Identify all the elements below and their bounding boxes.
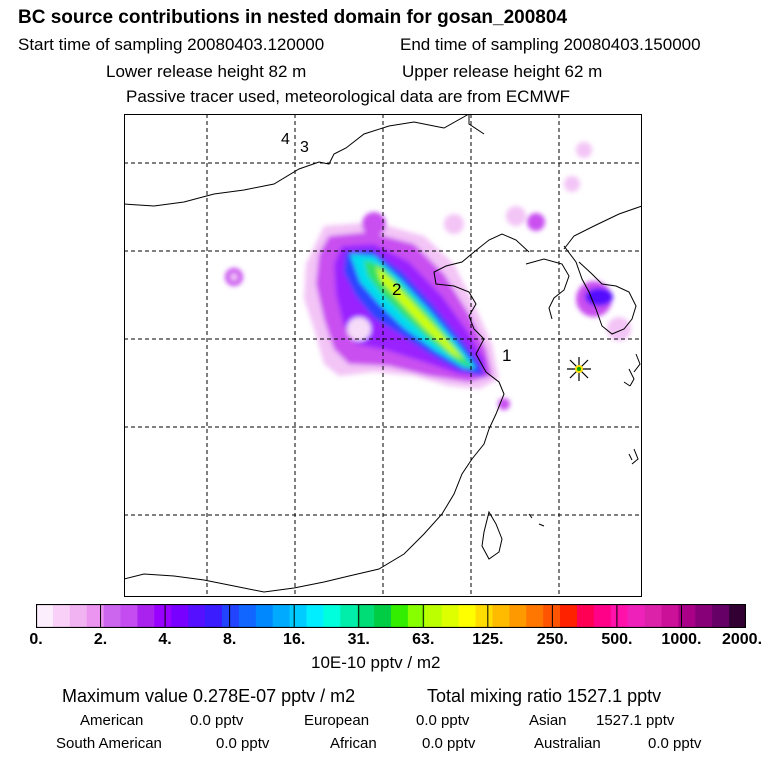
maximum-value-text: Maximum value 0.278E-07 pptv / m2 bbox=[62, 686, 356, 706]
colorbar-tick-label: 2. bbox=[93, 631, 108, 648]
color-swatch bbox=[678, 604, 696, 628]
colorbar-tick-label: 500. bbox=[601, 631, 633, 648]
color-swatch bbox=[171, 604, 189, 628]
colorbar-tick-label: 16. bbox=[283, 631, 306, 648]
colorbar-tick-label: 0. bbox=[29, 631, 43, 648]
european-label: European bbox=[304, 712, 370, 729]
color-swatch bbox=[238, 604, 257, 628]
colorbar-tick-label: 2000. bbox=[721, 631, 763, 648]
color-swatch bbox=[712, 604, 730, 628]
color-swatch bbox=[289, 604, 308, 628]
colorbar-tick-label: 31. bbox=[347, 631, 370, 648]
figure-title: BC source contributions in nested domain… bbox=[18, 7, 568, 28]
colorbar-tick-label: 63. bbox=[412, 631, 435, 648]
colorbar-unit-label: 10E-10 pptv / m2 bbox=[311, 653, 441, 672]
colorbar-tick-label: 250. bbox=[536, 631, 568, 648]
color-swatch bbox=[576, 604, 595, 628]
lower-release-label: Lower release height 82 m bbox=[106, 62, 307, 81]
american-value: 0.0 pptv bbox=[190, 712, 244, 729]
color-swatch bbox=[103, 604, 122, 628]
asian-value: 1527.1 pptv bbox=[596, 712, 675, 729]
color-swatch bbox=[221, 604, 240, 628]
map-frame bbox=[124, 114, 642, 597]
color-swatch bbox=[255, 604, 274, 628]
color-swatch bbox=[69, 604, 88, 628]
point-label-4: 4 bbox=[281, 131, 290, 148]
european-value: 0.0 pptv bbox=[416, 712, 470, 729]
receptor-star-icon bbox=[567, 357, 591, 381]
color-swatch bbox=[52, 604, 71, 628]
south-american-value: 0.0 pptv bbox=[216, 735, 270, 752]
color-swatch bbox=[323, 604, 341, 628]
start-time-label: Start time of sampling 20080403.120000 bbox=[18, 35, 325, 54]
color-swatch bbox=[137, 604, 155, 628]
point-label-3: 3 bbox=[300, 139, 309, 156]
color-swatch bbox=[661, 604, 679, 628]
color-swatch bbox=[86, 604, 105, 628]
color-swatch bbox=[492, 604, 510, 628]
color-swatch bbox=[340, 604, 358, 628]
color-swatch bbox=[458, 604, 477, 628]
colorbar-frame bbox=[36, 604, 746, 628]
colorbar-tick-label: 125. bbox=[472, 631, 504, 648]
upper-release-label: Upper release height 62 m bbox=[402, 62, 603, 81]
color-swatch bbox=[610, 604, 629, 628]
color-swatch bbox=[407, 604, 426, 628]
australian-value: 0.0 pptv bbox=[648, 735, 702, 752]
color-swatch bbox=[272, 604, 291, 628]
color-swatch bbox=[188, 604, 206, 628]
source-contribution-map: 1 2 3 4 bbox=[124, 114, 642, 597]
lat-lon-grid bbox=[124, 114, 642, 597]
color-swatch bbox=[509, 604, 527, 628]
color-swatch bbox=[560, 604, 578, 628]
australian-label: Australian bbox=[534, 735, 601, 752]
asian-label: Asian bbox=[529, 712, 567, 729]
african-label: African bbox=[330, 735, 377, 752]
colorbar-tick-label: 8. bbox=[222, 631, 237, 648]
concentration-field bbox=[225, 142, 631, 410]
color-swatch bbox=[644, 604, 663, 628]
total-mixing-ratio-text: Total mixing ratio 1527.1 pptv bbox=[427, 686, 662, 706]
point-label-2: 2 bbox=[392, 280, 401, 299]
color-swatch bbox=[120, 604, 139, 628]
color-swatch bbox=[357, 604, 375, 628]
american-label: American bbox=[80, 712, 144, 729]
tracer-note: Passive tracer used, meteorological data… bbox=[126, 87, 571, 106]
colorbar-tick-label: 4. bbox=[158, 631, 172, 648]
color-swatch bbox=[627, 604, 646, 628]
color-swatch bbox=[154, 604, 172, 628]
color-swatch bbox=[205, 604, 223, 628]
colorbar-tick-label: 1000. bbox=[661, 631, 702, 648]
south-american-label: South American bbox=[56, 735, 162, 752]
color-swatch bbox=[391, 604, 409, 628]
color-swatch bbox=[424, 604, 443, 628]
color-swatch bbox=[306, 604, 324, 628]
point-label-1: 1 bbox=[502, 346, 511, 365]
color-swatch bbox=[729, 604, 746, 628]
african-value: 0.0 pptv bbox=[422, 735, 476, 752]
color-scale-bar bbox=[36, 604, 746, 628]
color-swatch bbox=[475, 604, 494, 628]
color-swatch bbox=[441, 604, 460, 628]
color-swatch bbox=[695, 604, 713, 628]
color-swatch bbox=[374, 604, 392, 628]
color-swatch bbox=[36, 604, 54, 628]
end-time-label: End time of sampling 20080403.150000 bbox=[400, 35, 701, 54]
color-swatch bbox=[526, 604, 544, 628]
color-swatch bbox=[593, 604, 612, 628]
